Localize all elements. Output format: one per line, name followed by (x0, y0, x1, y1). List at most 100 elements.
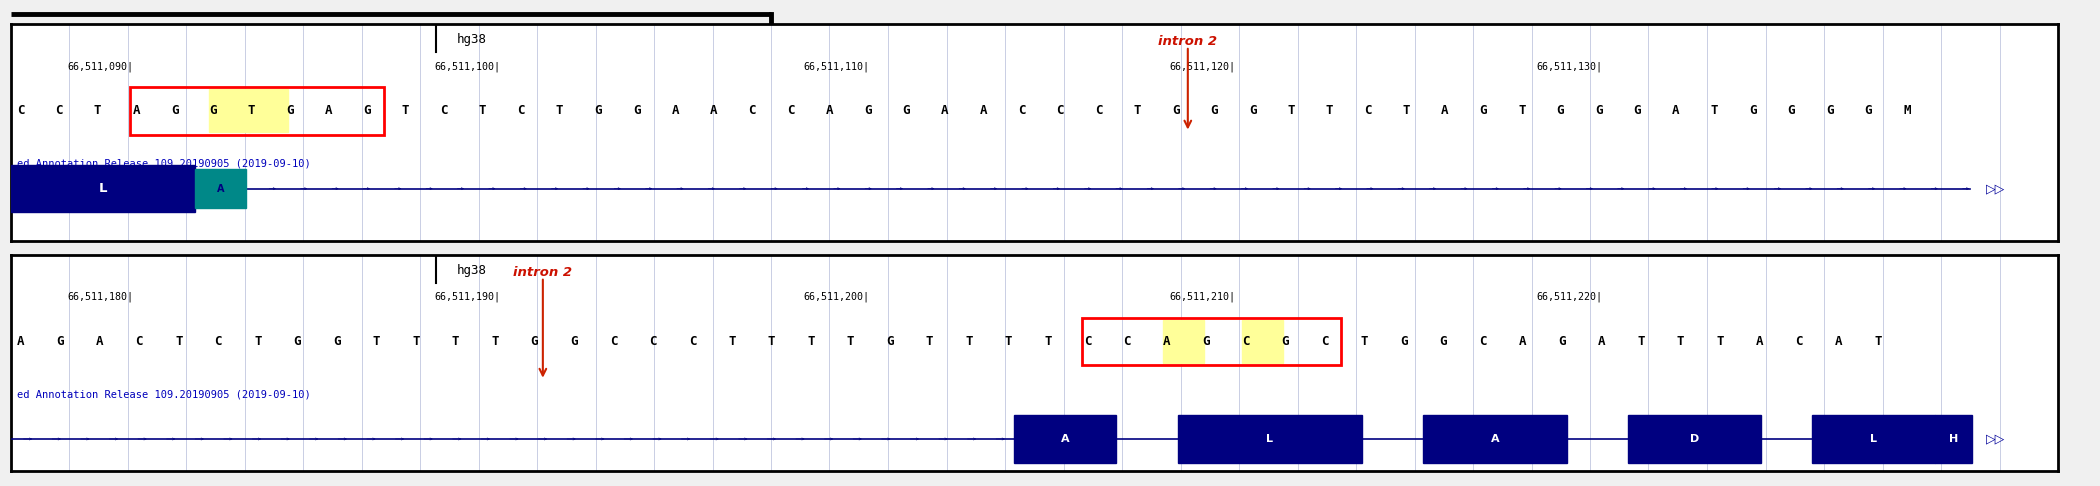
Text: T: T (1712, 104, 1718, 117)
Text: G: G (531, 335, 538, 348)
Text: A: A (941, 104, 949, 117)
Bar (10, 165, 195, 212)
Text: G: G (286, 104, 294, 117)
Text: C: C (1365, 104, 1371, 117)
Bar (1424, 415, 1567, 463)
Text: T: T (806, 335, 815, 348)
Text: C: C (214, 335, 223, 348)
Text: G: G (1596, 104, 1602, 117)
Text: T: T (1006, 335, 1012, 348)
Text: G: G (632, 104, 640, 117)
Text: T: T (1361, 335, 1367, 348)
Text: T: T (94, 104, 101, 117)
Text: A: A (1835, 335, 1842, 348)
Text: C: C (136, 335, 143, 348)
Text: G: G (1250, 104, 1256, 117)
Bar (1241, 320, 1283, 364)
Text: C: C (1094, 104, 1103, 117)
Text: G: G (1634, 104, 1642, 117)
Text: A: A (1491, 434, 1499, 444)
Text: 66,511,190|: 66,511,190| (435, 292, 500, 302)
Text: A: A (710, 104, 718, 117)
Text: ▷▷: ▷▷ (1987, 182, 2006, 195)
Text: C: C (1124, 335, 1132, 348)
Text: G: G (334, 335, 340, 348)
Text: D: D (1690, 434, 1699, 444)
Text: A: A (17, 335, 25, 348)
Text: G: G (1865, 104, 1873, 117)
Text: G: G (571, 335, 578, 348)
Text: T: T (966, 335, 972, 348)
Text: A: A (1060, 434, 1069, 444)
Text: G: G (1749, 104, 1758, 117)
Text: T: T (254, 335, 262, 348)
Text: A: A (1756, 335, 1764, 348)
Text: G: G (1210, 104, 1218, 117)
Text: 66,511,200|: 66,511,200| (802, 292, 869, 302)
Text: C: C (748, 104, 756, 117)
Bar (1014, 415, 1117, 463)
Text: L: L (99, 182, 107, 195)
Text: ▷▷: ▷▷ (1987, 433, 2006, 446)
Text: A: A (97, 335, 103, 348)
Text: 66,511,130|: 66,511,130| (1535, 61, 1602, 71)
Text: G: G (1172, 104, 1180, 117)
Text: hg38: hg38 (458, 33, 487, 46)
Text: C: C (1478, 335, 1487, 348)
Text: L: L (1266, 434, 1273, 444)
Bar (1936, 415, 1972, 463)
Text: M: M (1903, 104, 1911, 117)
Bar (1812, 415, 1936, 463)
Text: T: T (174, 335, 183, 348)
Text: G: G (1441, 335, 1447, 348)
Bar (248, 89, 288, 132)
Text: T: T (401, 104, 410, 117)
Text: C: C (1084, 335, 1092, 348)
Text: ed Annotation Release 109.20190905 (2019-09-10): ed Annotation Release 109.20190905 (2019… (17, 389, 311, 399)
Text: T: T (491, 335, 498, 348)
Text: A: A (825, 104, 834, 117)
Text: intron 2: intron 2 (512, 266, 573, 279)
Bar (130, 87, 384, 135)
Text: C: C (17, 104, 25, 117)
Bar (1628, 415, 1762, 463)
Text: C: C (788, 104, 794, 117)
Text: 66,511,220|: 66,511,220| (1535, 292, 1602, 302)
Text: T: T (452, 335, 460, 348)
Text: A: A (1518, 335, 1527, 348)
Text: C: C (689, 335, 697, 348)
Text: G: G (294, 335, 300, 348)
Text: C: C (1796, 335, 1802, 348)
Text: G: G (1401, 335, 1407, 348)
Text: T: T (479, 104, 487, 117)
Text: T: T (1325, 104, 1334, 117)
Text: G: G (1556, 104, 1564, 117)
Text: hg38: hg38 (458, 264, 487, 277)
Text: A: A (1598, 335, 1604, 348)
Text: G: G (1558, 335, 1567, 348)
Bar (1178, 415, 1361, 463)
Text: A: A (326, 104, 332, 117)
Text: 66,511,210|: 66,511,210| (1170, 292, 1235, 302)
Text: H: H (1949, 434, 1957, 444)
Text: G: G (1787, 104, 1796, 117)
Text: A: A (1441, 104, 1449, 117)
Text: C: C (1321, 335, 1329, 348)
Bar (195, 169, 246, 208)
Text: T: T (412, 335, 420, 348)
Text: 66,511,110|: 66,511,110| (802, 61, 869, 71)
Text: T: T (1518, 104, 1527, 117)
Text: T: T (1676, 335, 1684, 348)
Text: C: C (609, 335, 617, 348)
Text: T: T (556, 104, 563, 117)
Text: A: A (216, 184, 225, 193)
Text: C: C (1018, 104, 1025, 117)
Text: T: T (729, 335, 735, 348)
Text: T: T (1134, 104, 1140, 117)
Text: G: G (1480, 104, 1487, 117)
Text: T: T (372, 335, 380, 348)
Text: C: C (1056, 104, 1065, 117)
Text: G: G (1203, 335, 1210, 348)
Text: 66,511,100|: 66,511,100| (435, 61, 500, 71)
Text: G: G (594, 104, 603, 117)
